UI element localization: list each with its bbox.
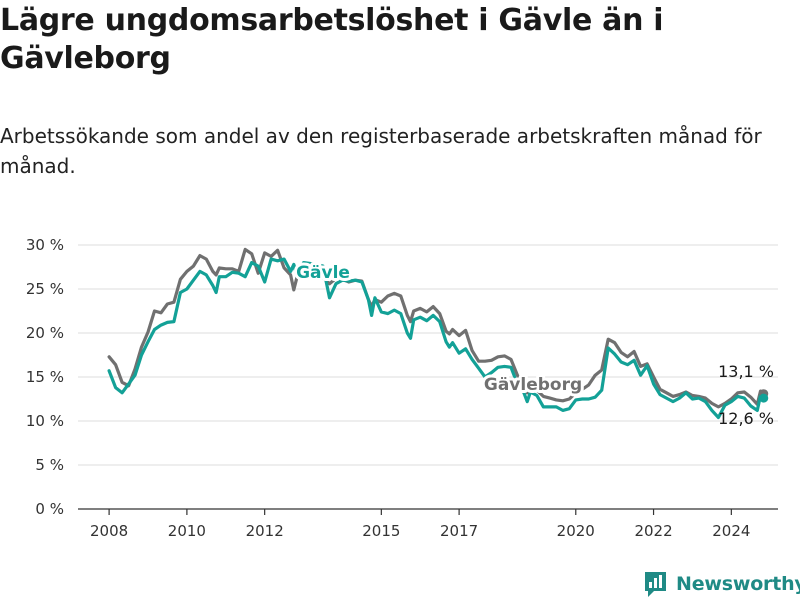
chart-title: Lägre ungdomsarbetslöshet i Gävle än i G…: [0, 3, 664, 76]
series-line-gavleborg: [107, 247, 766, 409]
series-line-gavle: [107, 257, 766, 420]
x-tick-label: 2022: [634, 522, 672, 540]
brand-logo: Newsworthy: [643, 568, 800, 600]
y-tick-label: 0 %: [35, 500, 64, 518]
end-label-gavle: 12,6 %: [718, 409, 774, 428]
series-label-gavleborg: Gävleborg: [484, 375, 582, 395]
y-tick-label: 25 %: [26, 280, 64, 298]
y-tick-label: 15 %: [26, 368, 64, 386]
brand-name: Newsworthy: [676, 573, 800, 595]
series-label-gavle-halo: Gävle: [296, 263, 350, 283]
x-tick-label: 2010: [168, 522, 206, 540]
series-label-gavleborg-halo: Gävleborg: [484, 375, 582, 395]
y-tick-label: 30 %: [26, 236, 64, 254]
series-label-gavle: Gävle: [296, 263, 350, 283]
chart-subtitle: Arbetssökande som andel av den registerb…: [0, 124, 762, 178]
x-tick-label: 2008: [90, 522, 128, 540]
y-tick-label: 5 %: [35, 456, 64, 474]
x-tick-label: 2012: [246, 522, 284, 540]
x-tick-label: 2024: [712, 522, 750, 540]
end-marker-gavle: [759, 393, 769, 403]
x-tick-label: 2015: [362, 522, 400, 540]
newsworthy-logo-icon: [645, 572, 666, 597]
x-tick-label: 2017: [440, 522, 478, 540]
y-tick-label: 20 %: [26, 324, 64, 342]
end-label-gavleborg: 13,1 %: [718, 362, 774, 381]
x-tick-label: 2020: [557, 522, 595, 540]
y-tick-label: 10 %: [26, 412, 64, 430]
